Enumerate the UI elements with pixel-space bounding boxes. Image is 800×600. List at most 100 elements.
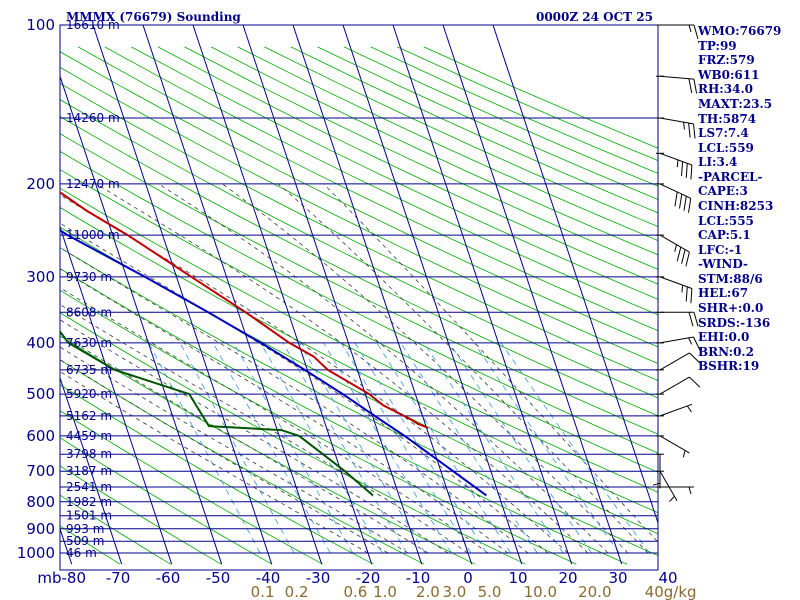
temperature-tick-label: 40 xyxy=(658,569,677,587)
wind-barb xyxy=(656,435,690,458)
wind-barb xyxy=(656,486,694,495)
wind-barb-feather xyxy=(676,246,682,262)
isotherm-line xyxy=(142,25,323,565)
wind-barb-staff xyxy=(659,352,690,371)
index-ls7: LS7:7.4 xyxy=(698,126,749,140)
height-label: 4459 m xyxy=(66,429,112,443)
isotherm-line xyxy=(492,25,658,525)
mixing-ratio-label: 20.0 xyxy=(578,583,611,600)
index-lfc: LFC:-1 xyxy=(698,243,742,257)
wind-barb-staff xyxy=(659,376,690,395)
pressure-tick-label: 400 xyxy=(26,334,55,352)
isotherm-line xyxy=(392,25,573,565)
dry-adiabat xyxy=(77,46,658,332)
index-wmo: WMO:76679 xyxy=(697,24,781,38)
wind-barb xyxy=(656,24,699,40)
moist-adiabat xyxy=(60,287,489,554)
dry-adiabat xyxy=(184,46,658,270)
pressure-tick-label: 500 xyxy=(26,385,55,403)
wind-barb xyxy=(656,336,701,351)
moist-adiabat xyxy=(60,194,569,554)
mixing-ratio-label: 40g/kg xyxy=(645,583,697,600)
wind-barb xyxy=(656,276,693,304)
dry-adiabat xyxy=(60,150,658,454)
height-label: 2541 m xyxy=(66,480,112,494)
temperature-tick-label: -40 xyxy=(256,569,281,587)
index-tp: TP:99 xyxy=(698,39,737,53)
dry-adiabat xyxy=(60,465,222,565)
adiabat-grid xyxy=(60,46,658,565)
moist-adiabat xyxy=(95,183,589,554)
sounding-series xyxy=(60,191,487,497)
mixing-ratio-label: 0.1 xyxy=(251,583,275,600)
wind-barb-staff xyxy=(659,234,690,253)
dry-adiabat xyxy=(60,99,658,399)
wind-barb-half-feather xyxy=(683,122,685,130)
height-label: 3187 m xyxy=(66,464,112,478)
dry-adiabat xyxy=(60,206,658,514)
dry-adiabat xyxy=(104,46,658,316)
wind-barb-feather xyxy=(693,312,699,327)
wind-barb-feather xyxy=(688,198,692,213)
height-label: 11000 m xyxy=(66,228,120,242)
wind-barb-feather xyxy=(674,191,678,207)
wind-barb xyxy=(656,152,693,180)
index-maxt: MAXT:23.5 xyxy=(698,97,772,111)
moist-adiabat xyxy=(60,371,369,554)
temperature-tick-label: -70 xyxy=(106,569,131,587)
dry-adiabat xyxy=(60,133,658,435)
height-label: 8608 m xyxy=(66,305,112,319)
index-stm: STM:88/6 xyxy=(698,272,763,286)
temperature-tick-label: -30 xyxy=(306,569,331,587)
wind-barb-feather xyxy=(688,78,693,94)
isotherm-line xyxy=(60,376,123,565)
dry-adiabat xyxy=(60,82,658,382)
section-parcel: -PARCEL- xyxy=(698,170,763,184)
mixing-ratio-label: 0.6 xyxy=(343,583,367,600)
wind-barb-staff xyxy=(659,336,694,344)
isotherm-line xyxy=(60,527,73,565)
temperature-tick-label: -50 xyxy=(206,569,231,587)
wind-barb-feather xyxy=(690,288,693,304)
wind-barb-half-feather xyxy=(688,24,692,33)
pressure-tick-label: 800 xyxy=(26,493,55,511)
height-label: 6735 m xyxy=(66,363,112,377)
height-label: 5162 m xyxy=(66,409,112,423)
station-title: MMMX (76679) Sounding xyxy=(66,10,241,24)
moist-adiabat xyxy=(60,222,549,554)
isotherm-line xyxy=(60,225,173,565)
mixing-ratio-axis: 0.1 0.2 0.6 1.0 2.0 3.0 5.0 10.0 20.0 40g/kg xyxy=(251,583,697,600)
height-label: 1501 m xyxy=(66,509,112,523)
wind-barb-staff xyxy=(659,470,678,501)
isotherm-line xyxy=(342,25,523,565)
moist-adiabat xyxy=(60,359,389,554)
wind-barb-feather xyxy=(681,161,684,177)
dry-adiabat xyxy=(157,46,658,285)
dry-adiabat xyxy=(60,169,658,473)
wind-barb-feather xyxy=(693,123,696,139)
mixing-ratio-label: 0.2 xyxy=(285,583,309,600)
index-bshr: BSHR:19 xyxy=(698,359,759,373)
temperature-tick-label: -20 xyxy=(356,569,381,587)
isotherm-grid xyxy=(60,25,658,565)
wind-barb-feather xyxy=(679,194,683,209)
index-cape: CAPE:3 xyxy=(698,184,748,198)
wind-barb-staff xyxy=(659,276,693,289)
temperature-tick-label: mb-80 xyxy=(37,569,86,587)
temperature-tick-label: -60 xyxy=(156,569,181,587)
temperature-tick-label: 0 xyxy=(463,569,473,587)
dry-adiabat xyxy=(60,289,577,565)
mixing-ratio-label: 1.0 xyxy=(373,583,397,600)
index-srds: SRDS:-136 xyxy=(698,316,770,330)
wind-barb-staff xyxy=(659,152,693,166)
wind-barb xyxy=(656,117,696,139)
wind-barb-feather xyxy=(685,163,688,178)
pressure-tick-label: 200 xyxy=(26,175,55,193)
temperature-tick-label: 20 xyxy=(558,569,577,587)
index-lcl: LCL:559 xyxy=(698,141,754,155)
height-label: 46 m xyxy=(66,546,97,560)
index-shr: SHR+:0.0 xyxy=(698,301,763,315)
height-label: 1982 m xyxy=(66,495,112,509)
mixing-ratio-label: 5.0 xyxy=(478,583,502,600)
wind-barb-half-feather xyxy=(686,405,692,413)
